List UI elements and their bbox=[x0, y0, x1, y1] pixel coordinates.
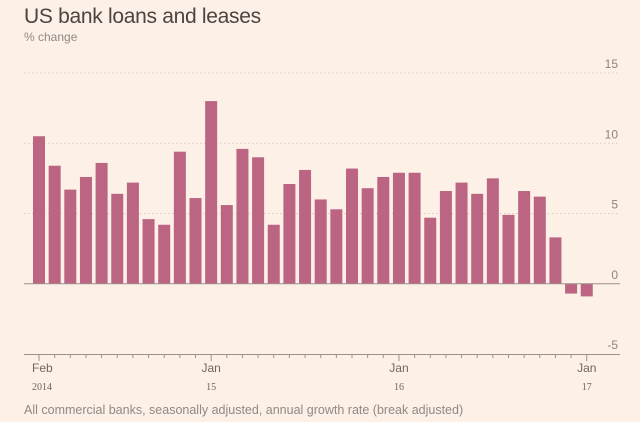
x-tick-month: Feb bbox=[32, 361, 53, 375]
bar bbox=[236, 148, 249, 284]
axes bbox=[24, 283, 620, 361]
bar bbox=[439, 191, 452, 284]
bar bbox=[173, 151, 186, 284]
x-tick-month: Jan bbox=[577, 361, 596, 375]
bar bbox=[252, 157, 265, 284]
bar bbox=[580, 283, 593, 297]
bar bbox=[392, 172, 405, 284]
bar bbox=[33, 136, 45, 284]
chart-footnote: All commercial banks, seasonally adjuste… bbox=[24, 403, 464, 417]
chart-subtitle: % change bbox=[24, 30, 78, 44]
y-tick-label: 15 bbox=[605, 57, 619, 71]
y-tick-label: -5 bbox=[607, 338, 618, 352]
x-tick-month: Jan bbox=[389, 361, 408, 375]
x-tick-month: Jan bbox=[201, 361, 220, 375]
bar bbox=[424, 217, 437, 284]
bar bbox=[377, 176, 390, 284]
y-tick-label: 0 bbox=[611, 268, 618, 282]
x-tick-year: 17 bbox=[582, 382, 592, 393]
bar bbox=[95, 162, 108, 284]
y-tick-label: 10 bbox=[605, 127, 619, 141]
bar bbox=[502, 214, 515, 284]
bar bbox=[533, 196, 546, 284]
bar bbox=[64, 189, 77, 284]
bar bbox=[549, 237, 562, 284]
bar bbox=[346, 168, 358, 284]
bar bbox=[283, 183, 296, 284]
bar bbox=[330, 209, 343, 284]
bar bbox=[220, 205, 233, 284]
bar bbox=[518, 191, 531, 284]
chart-title: US bank loans and leases bbox=[24, 5, 261, 28]
bars bbox=[33, 101, 593, 297]
bar bbox=[79, 176, 92, 284]
bar bbox=[267, 224, 280, 284]
bar bbox=[455, 182, 468, 284]
bar bbox=[142, 219, 155, 284]
bar bbox=[408, 172, 421, 284]
bar bbox=[111, 193, 124, 284]
bar bbox=[126, 182, 139, 284]
gridlines bbox=[24, 72, 620, 214]
y-tick-label: 5 bbox=[611, 198, 618, 212]
x-tick-year: 2014 bbox=[32, 382, 52, 393]
bar bbox=[361, 188, 374, 284]
tick-labels: 15 10 5 0 -5 Feb 2014 Jan 15 Jan 16 Jan 17 bbox=[32, 57, 618, 393]
bar bbox=[471, 193, 484, 284]
bar bbox=[189, 198, 202, 284]
bar bbox=[205, 101, 218, 284]
bar bbox=[48, 165, 61, 284]
x-tick-year: 16 bbox=[394, 382, 404, 393]
bar bbox=[565, 283, 578, 294]
bar bbox=[158, 224, 171, 284]
bar bbox=[299, 169, 312, 284]
bar bbox=[314, 199, 327, 284]
x-tick-year: 15 bbox=[206, 382, 216, 393]
bar bbox=[486, 178, 499, 284]
